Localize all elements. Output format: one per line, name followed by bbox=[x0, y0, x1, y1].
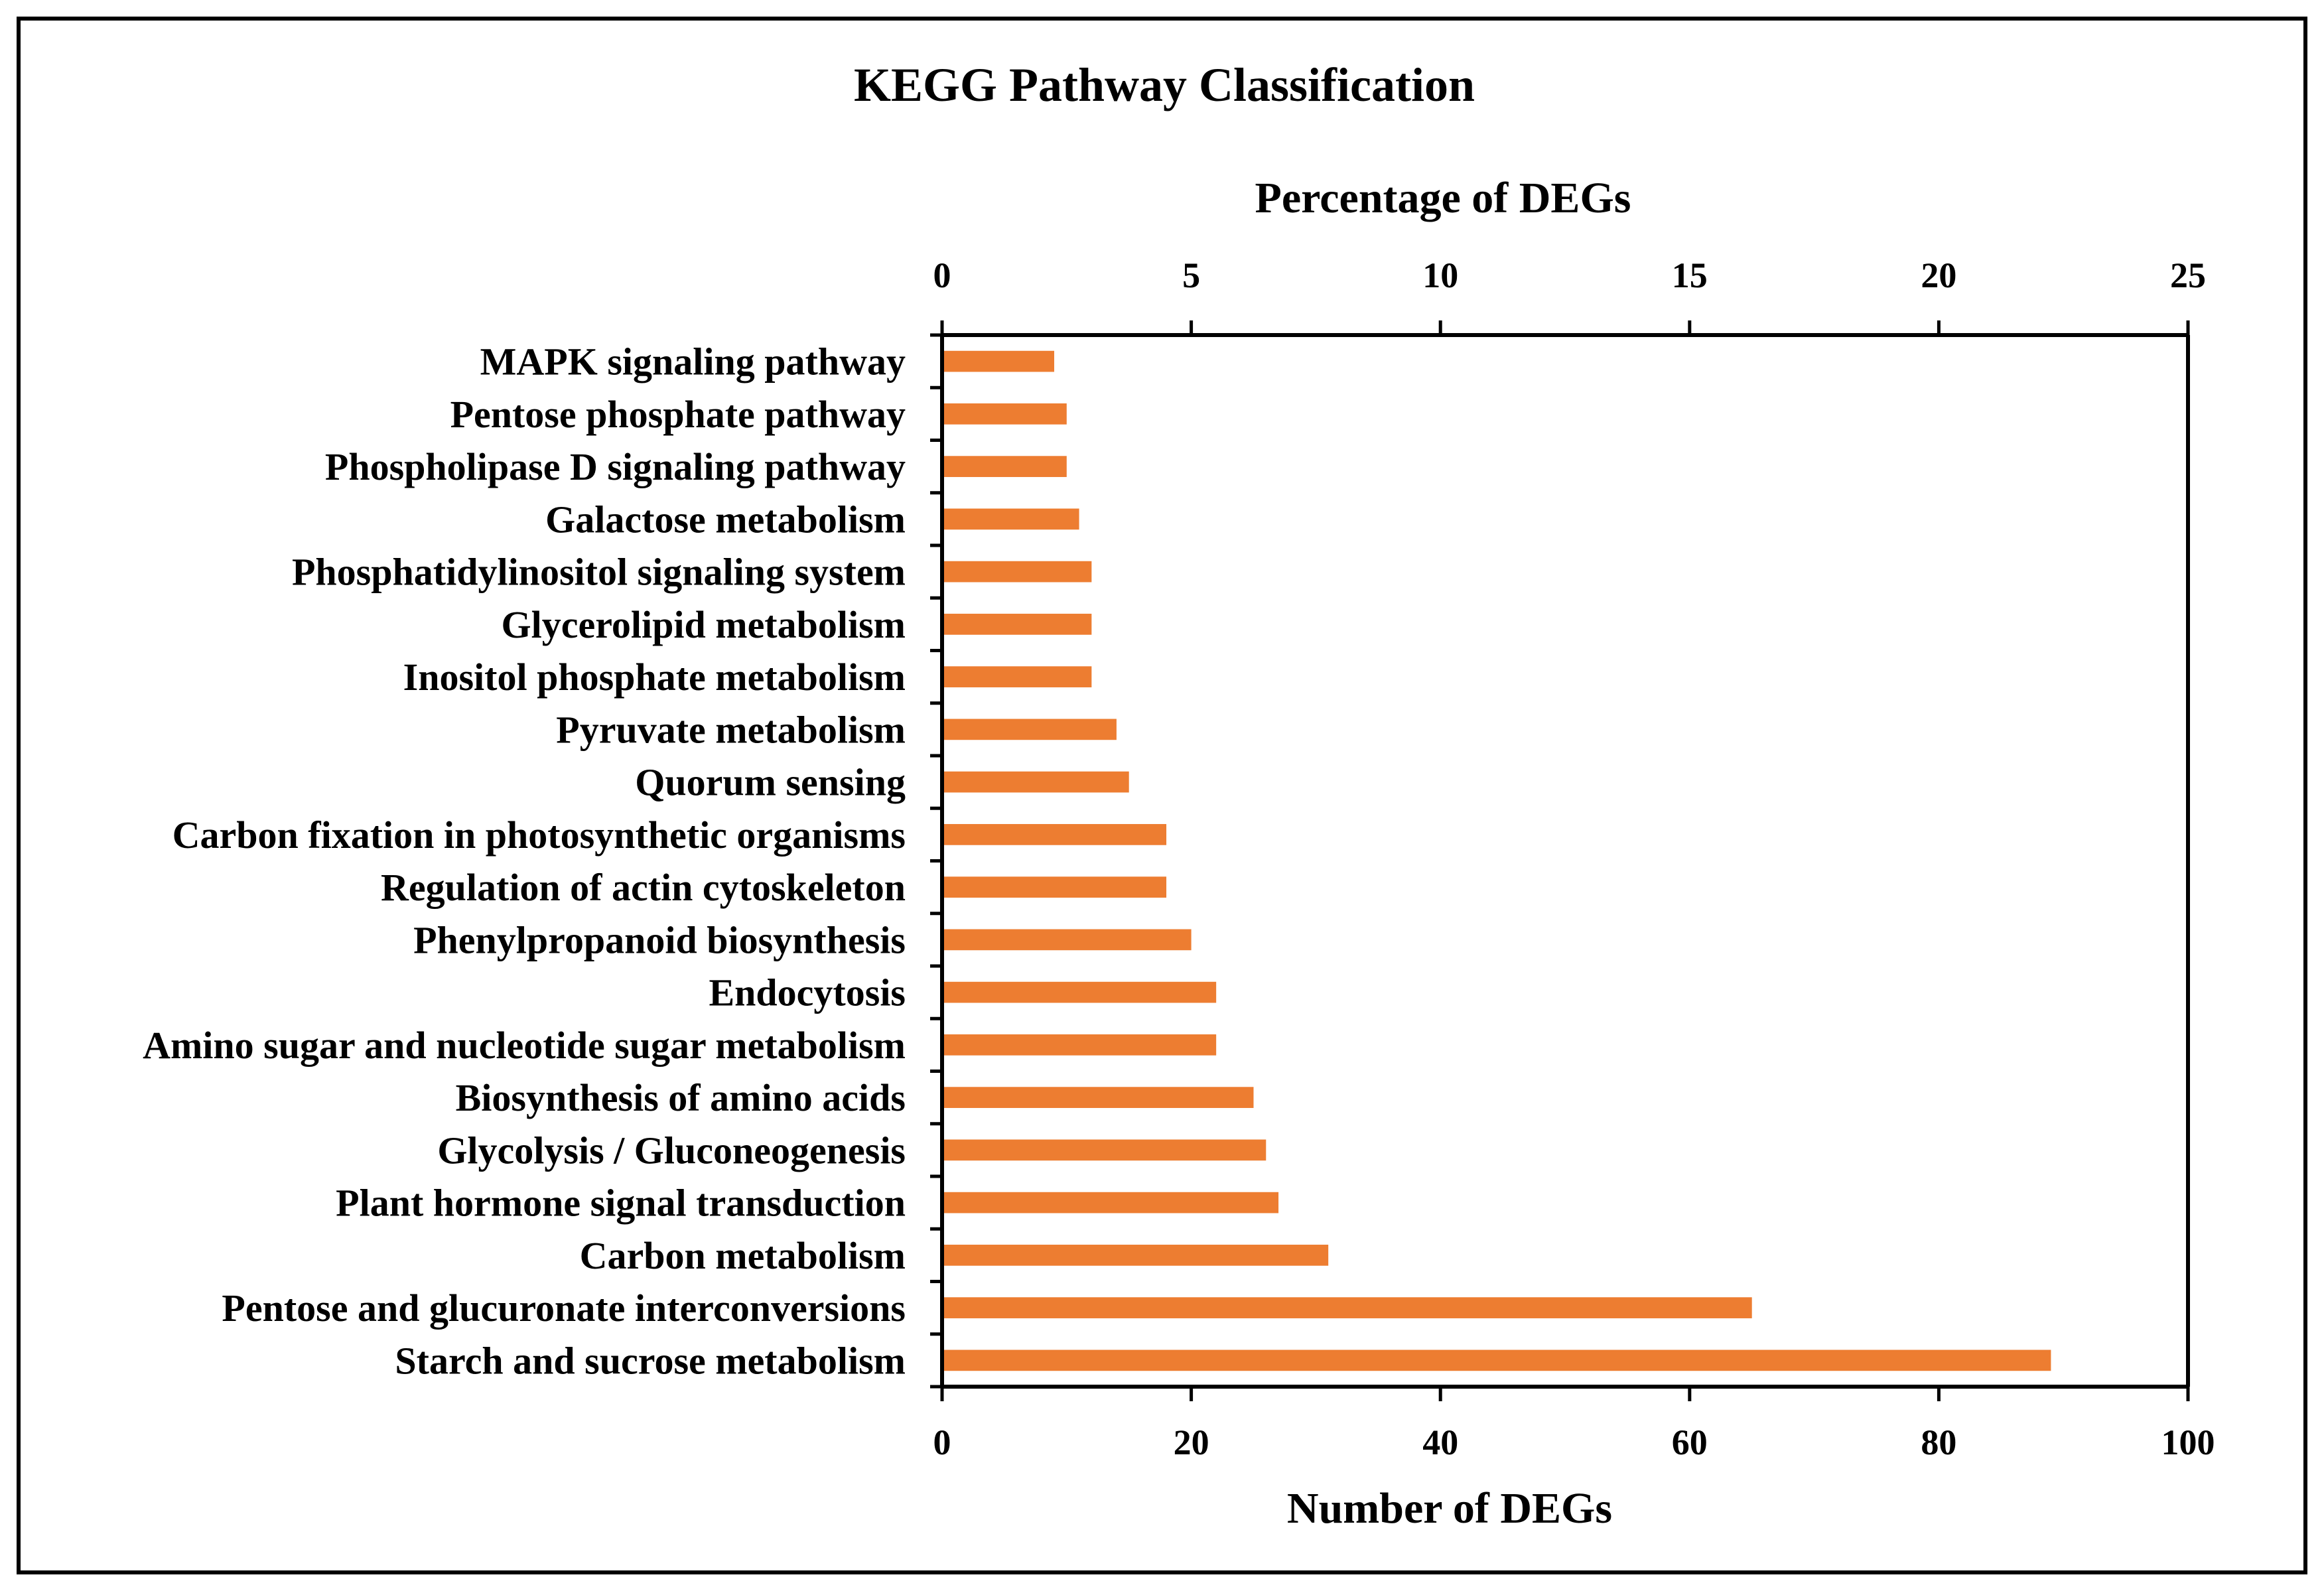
bar bbox=[942, 508, 1079, 530]
bar bbox=[942, 1087, 1254, 1108]
bar bbox=[942, 929, 1192, 951]
bar-series bbox=[942, 350, 2051, 1371]
bar bbox=[942, 561, 1092, 583]
category-label: Plant hormone signal transduction bbox=[336, 1182, 906, 1225]
category-label: MAPK signaling pathway bbox=[480, 340, 906, 383]
top-axis-title: Percentage of DEGs bbox=[1255, 174, 1631, 222]
category-label: Regulation of actin cytoskeleton bbox=[381, 866, 906, 909]
category-label: Inositol phosphate metabolism bbox=[403, 656, 906, 699]
top-tick-label: 5 bbox=[1182, 255, 1200, 295]
bar bbox=[942, 1245, 1329, 1266]
bottom-tick-label: 40 bbox=[1422, 1422, 1458, 1462]
category-label: Starch and sucrose metabolism bbox=[395, 1339, 906, 1382]
category-label: Amino sugar and nucleotide sugar metabol… bbox=[143, 1024, 906, 1067]
category-label: Phospholipase D signaling pathway bbox=[325, 445, 906, 488]
category-label: Carbon fixation in photosynthetic organi… bbox=[172, 813, 906, 857]
top-axis-ticks: 0 5 10 15 20 25 bbox=[933, 255, 2206, 335]
category-label: Pentose and glucuronate interconversions bbox=[222, 1286, 906, 1330]
bottom-tick-label: 80 bbox=[1921, 1422, 1956, 1462]
bar bbox=[942, 666, 1092, 687]
bar bbox=[942, 614, 1092, 635]
top-tick-label: 0 bbox=[933, 255, 951, 295]
category-labels: MAPK signaling pathway Pentose phosphate… bbox=[143, 340, 906, 1383]
bar bbox=[942, 1349, 2051, 1371]
category-label: Glycerolipid metabolism bbox=[501, 603, 906, 646]
category-label: Quorum sensing bbox=[635, 761, 906, 804]
bar bbox=[942, 1192, 1279, 1213]
bar bbox=[942, 1034, 1217, 1056]
top-tick-label: 20 bbox=[1921, 255, 1956, 295]
top-tick-label: 15 bbox=[1672, 255, 1708, 295]
bar bbox=[942, 771, 1129, 793]
bar bbox=[942, 350, 1055, 372]
category-label: Phenylpropanoid biosynthesis bbox=[413, 918, 906, 961]
bottom-axis-ticks: 0 20 40 60 80 100 bbox=[933, 1387, 2215, 1462]
bar bbox=[942, 403, 1067, 425]
bottom-tick-label: 100 bbox=[2161, 1422, 2215, 1462]
bottom-axis-title: Number of DEGs bbox=[1287, 1484, 1612, 1533]
axis-lines bbox=[930, 333, 2190, 1389]
bottom-tick-label: 0 bbox=[933, 1422, 951, 1462]
category-label: Phosphatidylinositol signaling system bbox=[292, 551, 906, 594]
chart-title: KEGG Pathway Classification bbox=[854, 58, 1475, 111]
figure-frame bbox=[17, 17, 2307, 1574]
bar bbox=[942, 824, 1167, 845]
category-label: Pyruvate metabolism bbox=[556, 708, 906, 751]
top-tick-label: 10 bbox=[1422, 255, 1458, 295]
category-label: Endocytosis bbox=[709, 971, 906, 1014]
bottom-tick-label: 20 bbox=[1174, 1422, 1209, 1462]
bar bbox=[942, 456, 1067, 477]
category-label: Biosynthesis of amino acids bbox=[456, 1076, 906, 1119]
category-label: Pentose phosphate pathway bbox=[450, 393, 906, 436]
category-label: Carbon metabolism bbox=[580, 1234, 906, 1277]
bottom-tick-label: 60 bbox=[1672, 1422, 1708, 1462]
bar bbox=[942, 876, 1167, 898]
category-label: Galactose metabolism bbox=[545, 498, 906, 541]
bar bbox=[942, 981, 1217, 1003]
category-label: Glycolysis / Gluconeogenesis bbox=[437, 1129, 906, 1172]
bar bbox=[942, 1297, 1752, 1318]
bar bbox=[942, 719, 1117, 740]
top-tick-label: 25 bbox=[2170, 255, 2206, 295]
bar bbox=[942, 1139, 1266, 1161]
